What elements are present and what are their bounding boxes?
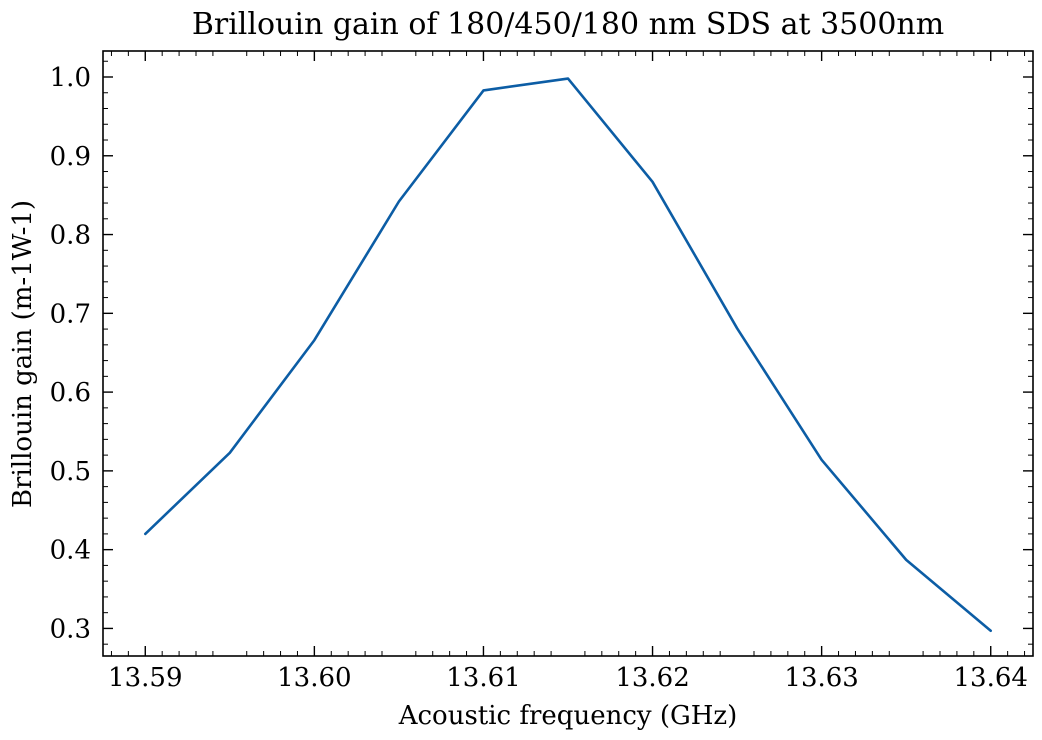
x-tick-label: 13.60 [277, 663, 351, 693]
x-tick-label: 13.64 [954, 663, 1028, 693]
y-tick-label: 0.5 [50, 457, 91, 487]
x-tick-label: 13.62 [615, 663, 689, 693]
plot-area [102, 50, 1034, 657]
y-tick-labels: 0.3 0.4 0.5 0.6 0.7 0.8 0.9 1.0 [50, 63, 91, 644]
y-tick-label: 0.7 [50, 299, 91, 329]
y-tick-label: 0.4 [50, 536, 91, 566]
y-tick-label: 1.0 [50, 63, 91, 93]
minor-ticks [103, 51, 1033, 656]
y-tick-label: 0.6 [50, 378, 91, 408]
plot-frame [102, 50, 1034, 657]
x-tick-label: 13.61 [446, 663, 520, 693]
chart-title: Brillouin gain of 180/450/180 nm SDS at … [192, 7, 944, 42]
y-tick-label: 0.3 [50, 614, 91, 644]
x-tick-label: 13.59 [108, 663, 182, 693]
x-tick-label: 13.63 [784, 663, 858, 693]
major-ticks [103, 51, 1033, 656]
y-tick-label: 0.8 [50, 221, 91, 251]
x-axis-label: Acoustic frequency (GHz) [398, 701, 738, 731]
y-axis-label: Brillouin gain (m-1W-1) [8, 200, 38, 508]
series-layer [144, 77, 993, 633]
x-tick-labels: 13.59 13.60 13.61 13.62 13.63 13.64 [108, 663, 1028, 693]
y-tick-label: 0.9 [50, 142, 91, 172]
series-line [144, 77, 993, 633]
